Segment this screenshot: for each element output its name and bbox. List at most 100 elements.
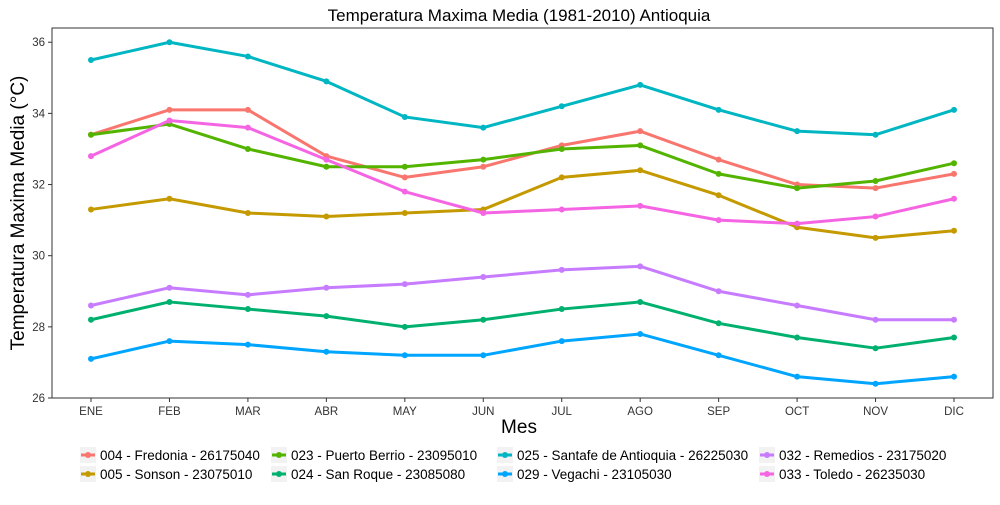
legend-item: 025 - Santafe de Antioquia - 26225030 xyxy=(497,447,748,463)
legend-swatch-point xyxy=(276,452,282,458)
data-point xyxy=(88,131,94,138)
data-point xyxy=(244,306,251,313)
data-point xyxy=(951,316,957,323)
data-point xyxy=(558,306,565,313)
x-tick-label: SEP xyxy=(707,406,730,418)
data-point xyxy=(558,174,565,181)
data-point xyxy=(244,145,251,152)
data-point xyxy=(244,291,251,298)
data-point xyxy=(715,288,722,295)
data-point xyxy=(323,78,330,85)
data-point xyxy=(323,313,330,320)
data-point xyxy=(244,341,251,348)
data-point xyxy=(401,281,408,288)
data-point xyxy=(637,263,644,270)
data-point xyxy=(872,177,879,184)
data-point xyxy=(323,348,330,355)
data-point xyxy=(558,338,565,345)
series-5 xyxy=(88,330,957,387)
series-7 xyxy=(88,117,957,227)
y-tick-label: 32 xyxy=(32,180,45,192)
y-tick-label: 28 xyxy=(32,322,45,334)
data-point xyxy=(166,284,173,291)
data-point xyxy=(558,103,565,110)
legend-item: 029 - Vegachi - 23105030 xyxy=(497,466,672,482)
data-point xyxy=(166,195,173,202)
series-line xyxy=(89,122,956,190)
data-point xyxy=(637,330,644,337)
data-point xyxy=(715,156,722,163)
data-point xyxy=(637,298,644,305)
data-point xyxy=(872,345,879,352)
data-point xyxy=(872,131,879,138)
data-point xyxy=(401,352,408,359)
legend-swatch-point xyxy=(85,471,91,477)
legend-label: 023 - Puerto Berrio - 23095010 xyxy=(291,448,477,463)
data-point xyxy=(794,373,801,380)
data-point xyxy=(715,192,722,199)
data-point xyxy=(715,106,722,113)
data-point xyxy=(794,302,801,309)
data-point xyxy=(401,163,408,170)
legend-item: 033 - Toledo - 26235030 xyxy=(759,466,925,482)
legend-label: 025 - Santafe de Antioquia - 26225030 xyxy=(517,448,748,463)
legend-item: 023 - Puerto Berrio - 23095010 xyxy=(271,447,477,463)
y-tick-label: 36 xyxy=(32,37,45,49)
data-point xyxy=(323,156,330,163)
data-point xyxy=(794,220,801,227)
legend-item: 024 - San Roque - 23085080 xyxy=(271,466,465,482)
legend-label: 032 - Remedios - 23175020 xyxy=(779,448,946,463)
data-point xyxy=(480,316,487,323)
data-point xyxy=(401,188,408,195)
data-point xyxy=(480,124,487,131)
x-axis: ENE FEB MAR ABR MAY JUN JUL AGO SEP OCT NOV DIC xyxy=(79,398,964,418)
series-line xyxy=(89,119,956,226)
data-point xyxy=(872,185,879,192)
series-6 xyxy=(88,263,957,323)
x-tick-label: MAY xyxy=(393,406,417,418)
data-point xyxy=(715,320,722,327)
y-tick-label: 30 xyxy=(32,251,45,263)
legend-swatch-point xyxy=(502,452,508,458)
series-line xyxy=(89,40,956,137)
legend-label: 004 - Fredonia - 26175040 xyxy=(100,448,260,463)
data-point xyxy=(794,128,801,135)
y-tick-label: 34 xyxy=(32,108,45,120)
legend-swatch-point xyxy=(276,471,282,477)
data-point xyxy=(480,163,487,170)
data-point xyxy=(244,53,251,60)
data-point xyxy=(715,217,722,224)
legend-label: 005 - Sonson - 23075010 xyxy=(100,467,252,482)
series-line xyxy=(89,300,956,350)
legend-item: 005 - Sonson - 23075010 xyxy=(80,466,252,482)
data-point xyxy=(558,145,565,152)
legend-swatch-point xyxy=(764,452,770,458)
x-tick-label: JUL xyxy=(552,406,573,418)
x-tick-label: AGO xyxy=(627,406,653,418)
data-point xyxy=(951,227,957,234)
plot-panel xyxy=(51,27,994,399)
legend-item: 032 - Remedios - 23175020 xyxy=(759,447,946,463)
data-point xyxy=(637,81,644,88)
data-point xyxy=(88,302,94,309)
data-point xyxy=(637,202,644,209)
legend-swatch-point xyxy=(764,471,770,477)
data-point xyxy=(715,170,722,177)
data-point xyxy=(401,174,408,181)
data-point xyxy=(244,210,251,216)
data-point xyxy=(166,338,173,345)
y-axis: 26 28 30 32 34 36 xyxy=(32,37,52,405)
series-4 xyxy=(88,39,957,138)
y-tick-label: 26 xyxy=(32,393,45,405)
series-group xyxy=(88,39,957,387)
legend-swatch-point xyxy=(85,452,91,458)
x-axis-label: Mes xyxy=(501,417,537,438)
legend-swatch-point xyxy=(502,471,508,477)
data-point xyxy=(794,185,801,192)
chart-title: Temperatura Maxima Media (1981-2010) Ant… xyxy=(328,6,711,25)
data-point xyxy=(951,334,957,341)
data-point xyxy=(637,167,644,174)
data-point xyxy=(951,373,957,380)
data-point xyxy=(637,142,644,149)
